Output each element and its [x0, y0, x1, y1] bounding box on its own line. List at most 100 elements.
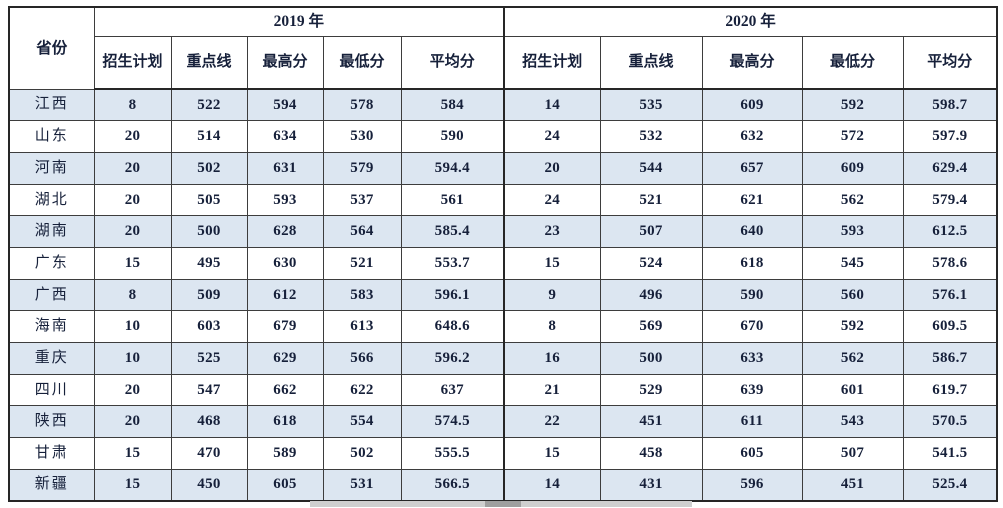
value-cell: 637: [400, 373, 505, 407]
table-row: 甘肃 15 470 589 502 555.5 15 458 605 507 541.5: [8, 437, 998, 470]
value-cell: 578.6: [902, 246, 998, 280]
value-cell: 529: [599, 373, 703, 407]
value-cell: 20: [93, 183, 172, 217]
value-cell: 612: [246, 278, 324, 312]
scrollbar-thumb[interactable]: [485, 501, 521, 507]
value-cell: 24: [503, 183, 601, 217]
value-cell: 521: [599, 183, 703, 217]
value-cell: 521: [322, 246, 402, 280]
province-cell: 甘肃: [8, 437, 95, 470]
province-cell: 重庆: [8, 342, 95, 375]
value-cell: 20: [93, 151, 172, 185]
value-cell: 15: [93, 468, 172, 502]
province-cell: 湖南: [8, 215, 95, 248]
value-cell: 14: [503, 88, 601, 122]
value-cell: 596.1: [400, 278, 505, 312]
province-cell: 陕西: [8, 405, 95, 439]
value-cell: 15: [93, 437, 172, 470]
value-cell: 584: [400, 88, 505, 122]
value-cell: 525.4: [902, 468, 998, 502]
value-cell: 639: [701, 373, 803, 407]
value-cell: 451: [801, 468, 904, 502]
value-cell: 20: [93, 120, 172, 153]
value-cell: 20: [93, 215, 172, 248]
value-cell: 509: [170, 278, 248, 312]
value-cell: 618: [246, 405, 324, 439]
value-cell: 579: [322, 151, 402, 185]
value-cell: 555.5: [400, 437, 505, 470]
value-cell: 578: [322, 88, 402, 122]
col-header-2019-plan: 招生计划: [93, 35, 172, 90]
value-cell: 633: [701, 342, 803, 375]
value-cell: 20: [503, 151, 601, 185]
year-2020-header: 2020 年: [503, 6, 998, 37]
value-cell: 431: [599, 468, 703, 502]
value-cell: 619.7: [902, 373, 998, 407]
province-cell: 海南: [8, 310, 95, 343]
col-header-2019-avg: 平均分: [400, 35, 505, 90]
value-cell: 545: [801, 246, 904, 280]
value-cell: 609.5: [902, 310, 998, 343]
value-cell: 596: [701, 468, 803, 502]
value-cell: 495: [170, 246, 248, 280]
value-cell: 458: [599, 437, 703, 470]
value-cell: 590: [400, 120, 505, 153]
province-cell: 广东: [8, 246, 95, 280]
value-cell: 23: [503, 215, 601, 248]
table-row: 新疆 15 450 605 531 566.5 14 431 596 451 525.4: [8, 468, 998, 502]
table-row: 重庆 10 525 629 566 596.2 16 500 633 562 586.7: [8, 342, 998, 375]
value-cell: 574.5: [400, 405, 505, 439]
value-cell: 592: [801, 310, 904, 343]
value-cell: 14: [503, 468, 601, 502]
value-cell: 601: [801, 373, 904, 407]
value-cell: 634: [246, 120, 324, 153]
value-cell: 583: [322, 278, 402, 312]
value-cell: 514: [170, 120, 248, 153]
admission-score-table: 省份 2019 年 2020 年 招生计划 重点线 最高分 最低分 平均分 招生…: [8, 6, 999, 502]
value-cell: 496: [599, 278, 703, 312]
col-header-2020-min: 最低分: [801, 35, 904, 90]
value-cell: 502: [170, 151, 248, 185]
value-cell: 507: [599, 215, 703, 248]
value-cell: 8: [503, 310, 601, 343]
value-cell: 451: [599, 405, 703, 439]
value-cell: 560: [801, 278, 904, 312]
value-cell: 505: [170, 183, 248, 217]
value-cell: 596.2: [400, 342, 505, 375]
table-row: 河南 20 502 631 579 594.4 20 544 657 609 629.4: [8, 151, 998, 185]
value-cell: 8: [93, 278, 172, 312]
value-cell: 541.5: [902, 437, 998, 470]
value-cell: 535: [599, 88, 703, 122]
value-cell: 640: [701, 215, 803, 248]
value-cell: 537: [322, 183, 402, 217]
value-cell: 502: [322, 437, 402, 470]
col-header-2019-min: 最低分: [322, 35, 402, 90]
table-row: 湖北 20 505 593 537 561 24 521 621 562 579.4: [8, 183, 998, 217]
value-cell: 21: [503, 373, 601, 407]
value-cell: 594: [246, 88, 324, 122]
province-cell: 山东: [8, 120, 95, 153]
value-cell: 579.4: [902, 183, 998, 217]
col-header-2019-keyline: 重点线: [170, 35, 248, 90]
value-cell: 24: [503, 120, 601, 153]
value-cell: 631: [246, 151, 324, 185]
value-cell: 468: [170, 405, 248, 439]
table-row: 陕西 20 468 618 554 574.5 22 451 611 543 570.5: [8, 405, 998, 439]
value-cell: 632: [701, 120, 803, 153]
table-row: 四川 20 547 662 622 637 21 529 639 601 619.7: [8, 373, 998, 407]
value-cell: 594.4: [400, 151, 505, 185]
value-cell: 593: [246, 183, 324, 217]
value-cell: 562: [801, 183, 904, 217]
value-cell: 9: [503, 278, 601, 312]
value-cell: 592: [801, 88, 904, 122]
value-cell: 657: [701, 151, 803, 185]
value-cell: 561: [400, 183, 505, 217]
value-cell: 628: [246, 215, 324, 248]
value-cell: 532: [599, 120, 703, 153]
value-cell: 15: [503, 246, 601, 280]
value-cell: 630: [246, 246, 324, 280]
value-cell: 22: [503, 405, 601, 439]
value-cell: 525: [170, 342, 248, 375]
horizontal-scrollbar[interactable]: [310, 501, 692, 507]
col-header-2020-avg: 平均分: [902, 35, 998, 90]
